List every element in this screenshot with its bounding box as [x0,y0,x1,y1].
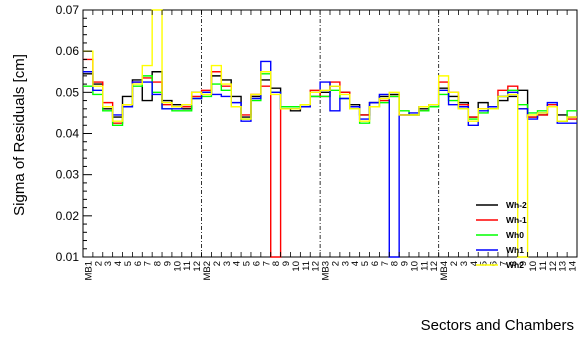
x-tick-label-30: 6 [370,261,381,266]
x-tick-label-45: 9 [518,261,529,266]
x-tick-label-5: 5 [123,261,134,266]
x-tick-label-48: 12 [548,261,559,272]
x-tick-label-20: 8 [271,261,282,266]
x-tick-label-32: 8 [390,261,401,266]
legend-label-4: Wh1 [506,245,524,255]
y-tick-label-5: 0.05 [56,85,80,99]
x-axis-title: Sectors and Chambers [421,317,574,334]
x-tick-label-41: 5 [479,261,490,266]
x-tick-label-26: 2 [330,261,341,266]
x-tick-label-15: 3 [222,261,233,266]
legend-label-3: Wh0 [506,230,524,240]
x-tick-label-11: 11 [182,261,193,271]
x-tick-label-8: 8 [153,261,164,266]
y-axis: 0.01 0.02 0.03 0.04 0.05 0.06 0.07 [56,3,92,264]
x-tick-label-16: 4 [232,261,243,266]
x-tick-label-35: 11 [419,261,430,271]
x-tick-label-34: 10 [409,261,420,272]
x-tick-label-17: 5 [242,261,253,266]
x-tick-label-24: 12 [311,261,322,272]
x-tick-label-39: 3 [459,261,470,266]
x-tick-label-14: 2 [212,261,223,266]
x-tick-label-36: 12 [429,261,440,272]
x-tick-label-44: 8 [508,261,519,266]
x-tick-label-31: 7 [380,261,391,266]
plot-frame [82,9,578,258]
series-line-4 [83,60,577,258]
x-tick-label-1: MB1 [83,261,94,281]
series-lines [83,9,577,258]
x-tick-label-37: MB4 [439,261,450,281]
x-tick-label-38: 2 [449,261,460,266]
x-tick-label-40: 4 [469,261,480,266]
x-tick-label-13: MB2 [202,261,213,281]
x-tick-label-43: 7 [498,261,509,266]
x-tick-label-27: 3 [340,261,351,266]
x-tick-label-23: 11 [301,261,312,271]
x-tick-label-46: 10 [528,261,539,272]
x-tick-label-47: 11 [538,261,549,271]
legend: Wh-2 Wh-1 Wh0 Wh1 Wh2 [476,200,527,270]
x-tick-label-21: 9 [281,261,292,266]
x-tick-label-7: 7 [143,261,154,266]
x-tick-label-42: 6 [489,261,500,266]
y-tick-label-2: 0.02 [56,209,80,223]
x-tick-label-10: 10 [172,261,183,272]
x-tick-label-28: 4 [350,261,361,266]
x-tick-label-6: 6 [133,261,144,266]
x-tick-label-2: 2 [93,261,104,266]
x-tick-label-49: 13 [558,261,569,272]
legend-label-5: Wh2 [506,260,524,270]
series-line-5 [83,9,577,258]
y-tick-label-6: 0.06 [56,44,80,58]
y-tick-label-3: 0.03 [56,168,80,182]
x-tick-label-22: 10 [291,261,302,272]
y-tick-label-1: 0.01 [56,250,80,264]
x-tick-label-33: 9 [400,261,411,266]
x-axis: MB123456789101112MB223456789101112MB3234… [82,10,579,281]
x-tick-label-25: MB3 [321,261,332,281]
x-tick-label-50: 14 [568,261,579,272]
legend-label-2: Wh-1 [506,215,527,225]
x-tick-label-12: 12 [192,261,203,272]
sector-separators [201,10,440,257]
x-tick-label-29: 5 [360,261,371,266]
y-tick-label-7: 0.07 [56,3,80,17]
x-tick-label-9: 9 [162,261,173,266]
y-tick-label-4: 0.04 [56,127,80,141]
x-tick-label-19: 7 [261,261,272,266]
y-axis-title: Sigma of Residuals [cm] [11,54,28,216]
legend-label-1: Wh-2 [506,200,527,210]
x-tick-label-3: 3 [103,261,114,266]
x-tick-label-4: 4 [113,261,124,266]
x-tick-label-18: 6 [251,261,262,266]
